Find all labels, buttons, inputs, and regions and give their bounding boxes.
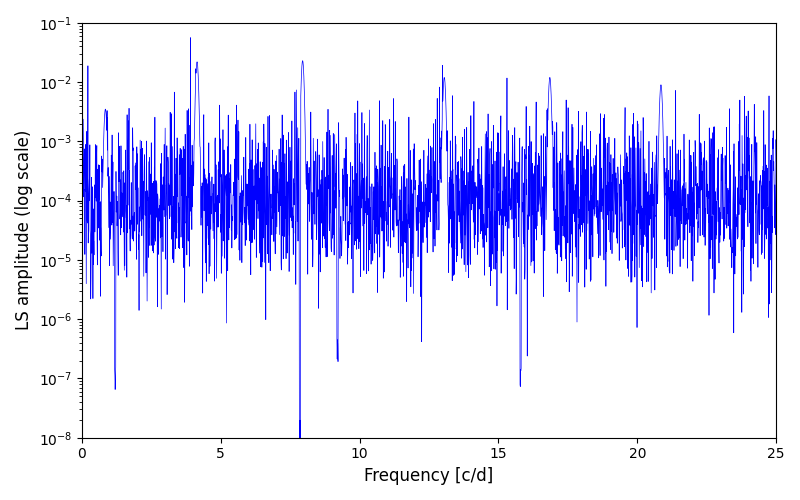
Y-axis label: LS amplitude (log scale): LS amplitude (log scale)	[15, 130, 33, 330]
X-axis label: Frequency [c/d]: Frequency [c/d]	[364, 467, 494, 485]
